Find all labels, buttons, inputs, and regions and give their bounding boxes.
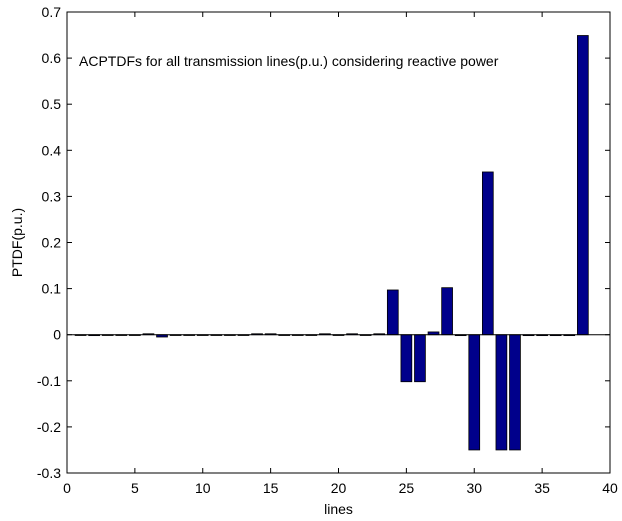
x-tick-label: 10: [195, 480, 211, 496]
x-tick-label: 5: [131, 480, 139, 496]
y-tick-label: 0.2: [42, 235, 62, 251]
bar-line-30: [468, 334, 481, 451]
y-tick-label: -0.1: [37, 373, 61, 389]
x-tick-label: 15: [263, 480, 279, 496]
y-tick-label: 0.1: [42, 281, 62, 297]
y-tick-label: 0.5: [42, 96, 62, 112]
x-tick-label: 0: [63, 480, 71, 496]
x-tick-label: 40: [602, 480, 618, 496]
bar-line-32: [495, 334, 508, 451]
bar-line-24: [386, 289, 399, 336]
x-axis-label: lines: [324, 501, 353, 517]
bar-line-38: [577, 35, 589, 336]
x-tick-label: 25: [399, 480, 415, 496]
y-tick-label: -0.2: [37, 419, 61, 435]
y-tick-label: 0.4: [42, 142, 62, 158]
chart-annotation: ACPTDFs for all transmission lines(p.u.)…: [79, 53, 499, 69]
ticks-layer: 0 5 10 15 20 25 30 35 40 -0.3 -0.2 -0.1 0 0.1 0.2 0.3 0.…: [37, 4, 618, 496]
bar-line-33: [509, 334, 521, 451]
y-tick-label: 0: [53, 327, 61, 343]
y-tick-label: -0.3: [37, 465, 61, 481]
x-tick-label: 30: [466, 480, 482, 496]
bar-line-28: [441, 287, 453, 336]
y-tick-label: 0.7: [42, 4, 62, 20]
bar-line-31: [481, 171, 494, 336]
x-tick-label: 35: [534, 480, 550, 496]
plot-frame: [66, 11, 611, 474]
bar-line-25: [400, 334, 413, 383]
y-axis-label: PTDF(p.u.): [9, 208, 25, 277]
bar-line-26: [414, 334, 426, 383]
y-tick-label: 0.6: [42, 50, 62, 66]
x-tick-label: 20: [331, 480, 347, 496]
bars-layer: [74, 35, 589, 451]
y-tick-label: 0.3: [42, 188, 62, 204]
